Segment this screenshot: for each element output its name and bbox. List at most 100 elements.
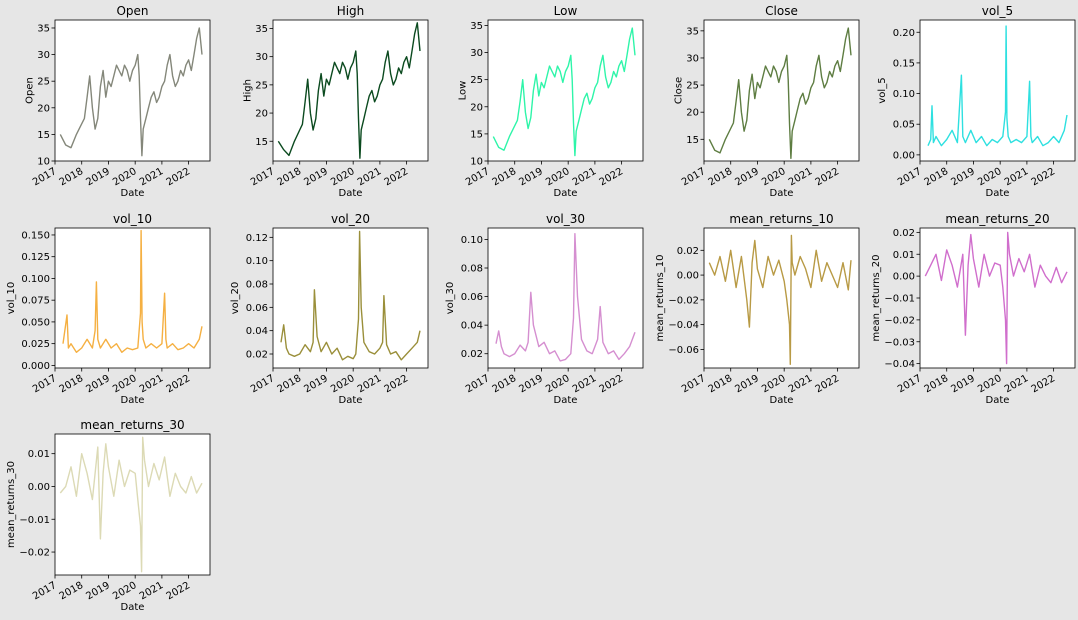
x-tick-label: 2019	[733, 373, 761, 395]
x-axis-label: Date	[554, 395, 578, 406]
y-tick-label: 20	[470, 102, 483, 113]
x-tick-label: 2019	[949, 166, 977, 188]
x-tick-label: 2017	[464, 166, 492, 188]
y-tick-label: −0.01	[884, 294, 915, 305]
y-tick-label: 25	[255, 80, 268, 91]
x-axis-label: Date	[770, 395, 794, 406]
x-tick-label: 2018	[58, 580, 86, 602]
series-line-0	[708, 27, 852, 160]
y-tick-label: 25	[470, 75, 483, 86]
series-line-0	[59, 27, 203, 157]
y-tick-label: 0.08	[461, 264, 483, 275]
series-line-0	[280, 230, 421, 361]
y-axis-label: vol_10	[6, 282, 17, 315]
x-tick-label: 2020	[544, 373, 572, 395]
y-tick-label: 0.12	[246, 233, 268, 244]
y-tick-label: 0.05	[893, 120, 915, 131]
y-tick-label: 0.04	[246, 326, 268, 337]
plot-area	[703, 227, 860, 369]
x-tick-label: 2019	[84, 166, 112, 188]
y-tick-label: 15	[255, 137, 268, 148]
y-tick-label: 25	[37, 77, 50, 88]
y-tick-label: 0.02	[246, 350, 268, 361]
x-axis-label: Date	[339, 395, 363, 406]
y-tick-label: 0.15	[893, 58, 915, 69]
y-tick-label: 0.125	[21, 252, 50, 263]
x-tick-label: 2022	[814, 166, 842, 188]
x-tick-label: 2019	[733, 166, 761, 188]
y-tick-label: −0.04	[884, 359, 915, 370]
x-tick-label: 2018	[923, 166, 951, 188]
plot-area	[272, 19, 429, 162]
chart-title: High	[337, 4, 365, 18]
x-tick-label: 2021	[356, 373, 384, 395]
y-axis-label: vol_5	[877, 77, 888, 103]
y-tick-label: 0.000	[21, 361, 50, 372]
chart-title: mean_returns_20	[945, 212, 1049, 226]
x-tick-label: 2018	[276, 373, 304, 395]
x-tick-label: 2017	[249, 166, 277, 188]
x-tick-label: 2017	[680, 373, 708, 395]
y-tick-label: 0.06	[246, 303, 268, 314]
x-tick-label: 2019	[84, 373, 112, 395]
x-tick-label: 2017	[464, 373, 492, 395]
x-tick-label: 2022	[165, 373, 193, 395]
subplot-Open: Open 10 15 20 25 30 35 2017 2018 2019 2020 2021 2022…	[25, 4, 211, 199]
plot-area	[487, 227, 644, 369]
subplot-High: High 15 20 25 30 35 2017 2018 2019 2020 2021 2022 Da…	[243, 4, 429, 199]
x-tick-label: 2020	[760, 373, 788, 395]
x-tick-label: 2021	[1003, 373, 1031, 395]
x-tick-label: 2019	[517, 373, 545, 395]
x-tick-label: 2021	[571, 373, 599, 395]
x-tick-label: 2019	[302, 166, 330, 188]
x-tick-label: 2019	[302, 373, 330, 395]
y-axis-label: Open	[25, 77, 36, 104]
x-tick-label: 2021	[571, 166, 599, 188]
x-tick-label: 2020	[976, 373, 1004, 395]
y-tick-label: 0.08	[246, 280, 268, 291]
y-tick-label: 0.10	[893, 89, 915, 100]
y-tick-label: −0.02	[884, 315, 915, 326]
x-tick-label: 2018	[58, 166, 86, 188]
y-tick-label: 0.10	[246, 256, 268, 267]
y-tick-label: 0.02	[461, 349, 483, 360]
x-tick-label: 2020	[329, 166, 357, 188]
y-tick-label: −0.02	[19, 548, 50, 559]
x-tick-label: 2021	[138, 166, 166, 188]
y-tick-label: 20	[37, 103, 50, 114]
y-tick-label: 0.100	[21, 274, 50, 285]
chart-title: vol_20	[331, 212, 370, 226]
plot-area	[703, 19, 860, 162]
x-tick-label: 2018	[923, 373, 951, 395]
x-tick-label: 2017	[31, 373, 59, 395]
x-tick-label: 2020	[976, 166, 1004, 188]
x-tick-label: 2019	[949, 373, 977, 395]
y-tick-label: −0.01	[19, 515, 50, 526]
x-tick-label: 2021	[1003, 166, 1031, 188]
x-tick-label: 2022	[383, 373, 411, 395]
x-tick-label: 2022	[383, 166, 411, 188]
subplot-vol_10: vol_10 0.000 0.025 0.050 0.075 0.100 0.125 0.15…	[6, 212, 211, 406]
x-tick-label: 2022	[165, 166, 193, 188]
series-line-0	[277, 22, 421, 159]
x-tick-label: 2020	[544, 166, 572, 188]
y-tick-label: 25	[686, 81, 699, 92]
chart-title: mean_returns_30	[80, 418, 184, 432]
y-tick-label: 0.00	[893, 272, 915, 283]
series-line-0	[59, 436, 203, 573]
chart-title: Close	[765, 4, 798, 18]
series-line-0	[924, 231, 1068, 365]
y-tick-label: 15	[686, 135, 699, 146]
y-tick-label: 30	[37, 50, 50, 61]
x-tick-label: 2017	[31, 580, 59, 602]
y-tick-label: 0.06	[461, 292, 483, 303]
plot-area	[272, 227, 429, 369]
y-tick-label: 30	[470, 48, 483, 59]
x-tick-label: 2020	[111, 166, 139, 188]
y-tick-label: −0.03	[884, 337, 915, 348]
